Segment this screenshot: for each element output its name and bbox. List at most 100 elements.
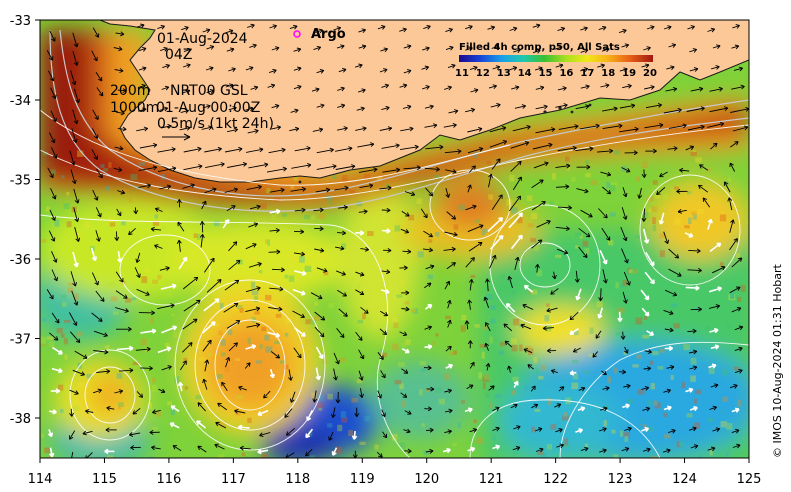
current-vector bbox=[689, 406, 698, 412]
current-vector bbox=[663, 388, 671, 394]
y-tick-label: -36 bbox=[10, 253, 31, 268]
current-vector bbox=[491, 44, 500, 50]
current-vector bbox=[623, 271, 631, 286]
current-vector bbox=[91, 272, 99, 286]
current-vector bbox=[575, 288, 582, 301]
current-vector bbox=[640, 289, 650, 301]
current-vector bbox=[271, 104, 280, 109]
current-vector bbox=[162, 63, 170, 69]
current-vector bbox=[73, 88, 80, 104]
current-vector bbox=[159, 106, 169, 112]
current-vector bbox=[294, 146, 311, 152]
current-vector bbox=[128, 227, 136, 236]
current-vector bbox=[727, 197, 733, 211]
current-vector bbox=[732, 125, 749, 132]
current-vector bbox=[664, 345, 674, 352]
current-vector bbox=[228, 106, 237, 111]
current-vector bbox=[702, 197, 711, 208]
current-vector bbox=[723, 181, 731, 193]
current-vector bbox=[93, 349, 109, 355]
current-vector bbox=[399, 27, 407, 33]
y-tick-label: -33 bbox=[10, 14, 31, 29]
current-vector bbox=[154, 207, 163, 213]
current-vector bbox=[226, 47, 235, 53]
current-vector bbox=[245, 106, 254, 112]
current-vector bbox=[132, 408, 141, 415]
plot-frame bbox=[39, 19, 750, 459]
current-vector bbox=[487, 217, 504, 232]
current-vector bbox=[225, 83, 234, 88]
current-vector bbox=[399, 265, 408, 271]
current-vector bbox=[183, 47, 192, 53]
current-vector bbox=[294, 207, 306, 213]
current-vector bbox=[268, 306, 283, 312]
current-vector bbox=[534, 427, 543, 432]
current-vector bbox=[170, 405, 180, 412]
current-vector bbox=[508, 195, 522, 212]
current-vector bbox=[116, 110, 125, 116]
current-vector bbox=[402, 249, 412, 255]
current-vector bbox=[446, 211, 457, 220]
current-vector bbox=[92, 189, 99, 201]
current-vector bbox=[554, 45, 563, 51]
current-vector bbox=[618, 28, 627, 34]
current-vector bbox=[663, 107, 682, 114]
current-vector bbox=[602, 106, 618, 112]
current-vector bbox=[425, 448, 434, 454]
current-vector bbox=[114, 389, 124, 394]
current-vector bbox=[507, 275, 513, 289]
time-label: 04Z bbox=[165, 47, 192, 63]
current-vector bbox=[646, 25, 655, 30]
current-vector bbox=[641, 208, 647, 222]
current-vector bbox=[425, 144, 444, 150]
current-vector bbox=[617, 311, 623, 322]
current-vector bbox=[576, 164, 591, 170]
current-vector bbox=[359, 183, 374, 189]
current-vector bbox=[685, 285, 700, 291]
current-vector bbox=[351, 430, 358, 440]
current-vector bbox=[507, 365, 512, 373]
current-vector bbox=[575, 104, 590, 110]
current-vector bbox=[401, 306, 410, 312]
current-vector bbox=[197, 402, 206, 412]
current-vector bbox=[597, 63, 605, 69]
current-vector bbox=[311, 87, 320, 93]
current-vector bbox=[622, 83, 632, 89]
current-vector bbox=[644, 122, 664, 129]
y-tick-label: -37 bbox=[10, 333, 31, 348]
current-vector bbox=[113, 167, 123, 172]
current-vector bbox=[551, 271, 557, 280]
current-vector bbox=[535, 127, 556, 134]
credit-label: © IMOS 10-Aug-2024 01:31 Hobart bbox=[771, 264, 784, 458]
current-vector bbox=[138, 66, 147, 72]
current-vector bbox=[177, 221, 185, 232]
current-vector bbox=[74, 226, 81, 242]
current-vector bbox=[183, 146, 202, 153]
current-vector bbox=[534, 66, 543, 71]
current-vector bbox=[245, 243, 257, 250]
current-vector bbox=[183, 299, 201, 312]
current-vector bbox=[138, 165, 158, 172]
current-vector bbox=[580, 26, 588, 32]
x-tick-label: 124 bbox=[672, 472, 697, 487]
current-vector bbox=[600, 83, 610, 89]
current-vector bbox=[699, 164, 709, 171]
current-vector bbox=[520, 323, 532, 330]
current-vector bbox=[732, 443, 741, 449]
current-vector bbox=[269, 368, 275, 379]
current-vector bbox=[666, 65, 675, 71]
x-tick-label: 121 bbox=[479, 472, 504, 487]
x-tick-label: 118 bbox=[285, 472, 310, 487]
current-vector bbox=[504, 340, 513, 348]
current-vector bbox=[426, 386, 435, 392]
current-vector bbox=[69, 389, 79, 395]
current-vector bbox=[530, 385, 536, 392]
current-vector bbox=[445, 169, 457, 174]
current-vector bbox=[306, 409, 314, 422]
current-vector bbox=[245, 344, 257, 350]
current-vector bbox=[181, 342, 193, 353]
current-vector bbox=[689, 349, 698, 355]
current-vector bbox=[259, 432, 271, 438]
current-vector bbox=[381, 143, 400, 149]
current-vector bbox=[82, 430, 93, 436]
